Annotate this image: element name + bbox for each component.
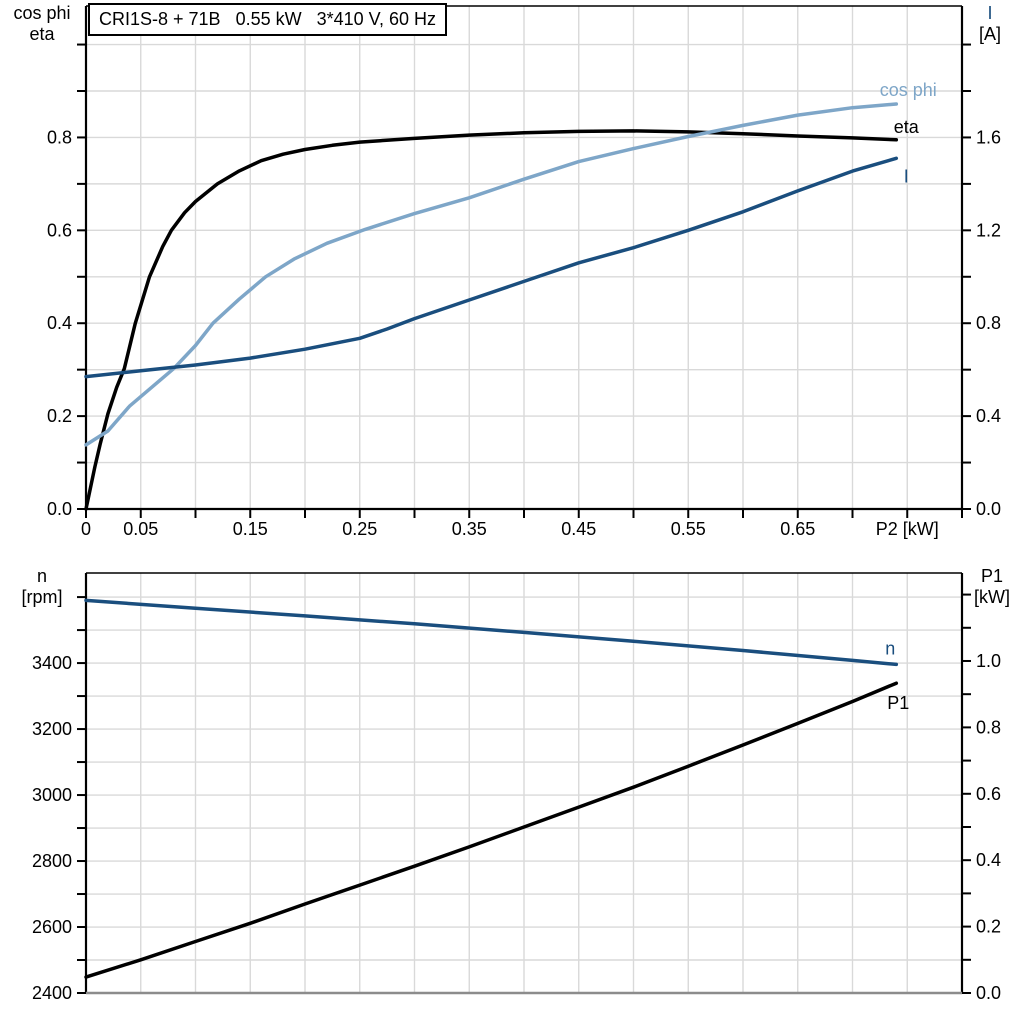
right-axis-tick-label: 0.4 <box>976 406 1001 426</box>
x-axis-tick-label: 0.25 <box>342 519 377 539</box>
left-axis-title-speed: n <box>36 566 47 586</box>
top-chart-right-axis-title: I [A] <box>964 3 1016 45</box>
right-axis-tick-label: 0.6 <box>976 784 1001 804</box>
right-axis-tick-label: 1.2 <box>976 220 1001 240</box>
left-axis-tick-label: 2400 <box>32 983 72 1003</box>
right-axis-title-p1: P1 <box>980 566 1004 586</box>
left-axis-tick-label: 0.4 <box>47 313 72 333</box>
left-axis-title-cos-phi: cos phi <box>13 3 71 23</box>
left-axis-title-rpm-unit: [rpm] <box>21 587 63 607</box>
bottom-chart-right-axis-title: P1 [kW] <box>964 566 1020 608</box>
series-label-I: I <box>904 166 909 186</box>
left-axis-tick-label: 3400 <box>32 653 72 673</box>
right-axis-tick-label: 1.0 <box>976 651 1001 671</box>
left-axis-tick-label: 0.0 <box>47 499 72 519</box>
series-label-n: n <box>885 638 895 658</box>
right-axis-title-kw-unit: [kW] <box>974 587 1010 607</box>
x-axis-tick-label: 0.05 <box>123 519 158 539</box>
x-axis-unit-label: P2 [kW] <box>876 519 939 539</box>
right-axis-tick-label: 0.0 <box>976 499 1001 519</box>
x-axis-tick-label: 0 <box>81 519 91 539</box>
x-axis-tick-label: 0.65 <box>780 519 815 539</box>
right-axis-tick-label: 0.8 <box>976 313 1001 333</box>
top-chart-left-axis-title: cos phi eta <box>4 3 80 45</box>
x-axis-tick-label: 0.45 <box>561 519 596 539</box>
series-label-P1: P1 <box>887 693 909 713</box>
right-axis-title-current: I <box>987 3 993 23</box>
right-axis-tick-label: 0.0 <box>976 983 1001 1003</box>
series-curve-eta <box>84 129 899 511</box>
left-axis-tick-label: 0.6 <box>47 220 72 240</box>
left-axis-tick-label: 3200 <box>32 719 72 739</box>
x-axis-tick-label: 0.15 <box>233 519 268 539</box>
bottom-chart-left-axis-title: n [rpm] <box>4 566 80 608</box>
right-axis-tick-label: 0.4 <box>976 850 1001 870</box>
left-axis-tick-label: 3000 <box>32 785 72 805</box>
series-label-eta: eta <box>894 117 920 137</box>
left-axis-title-eta: eta <box>29 24 55 44</box>
left-axis-tick-label: 2800 <box>32 851 72 871</box>
right-axis-tick-label: 0.2 <box>976 917 1001 937</box>
series-curve-P1 <box>84 681 899 979</box>
chart-title-box: CRI1S-8 + 71B 0.55 kW 3*410 V, 60 Hz <box>88 3 448 36</box>
x-axis-tick-label: 0.35 <box>452 519 487 539</box>
right-axis-tick-label: 1.6 <box>976 127 1001 147</box>
left-axis-tick-label: 2600 <box>32 917 72 937</box>
right-axis-title-ampere-unit: [A] <box>978 24 1001 44</box>
left-axis-tick-label: 0.8 <box>47 127 72 147</box>
series-label-cos-phi: cos phi <box>880 80 937 100</box>
right-axis-tick-label: 0.8 <box>976 717 1001 737</box>
series-curve-n <box>84 598 899 667</box>
series-curve-I <box>84 156 899 379</box>
x-axis-tick-label: 0.55 <box>671 519 706 539</box>
series-curve-cos-phi <box>84 102 899 447</box>
left-axis-tick-label: 0.2 <box>47 406 72 426</box>
